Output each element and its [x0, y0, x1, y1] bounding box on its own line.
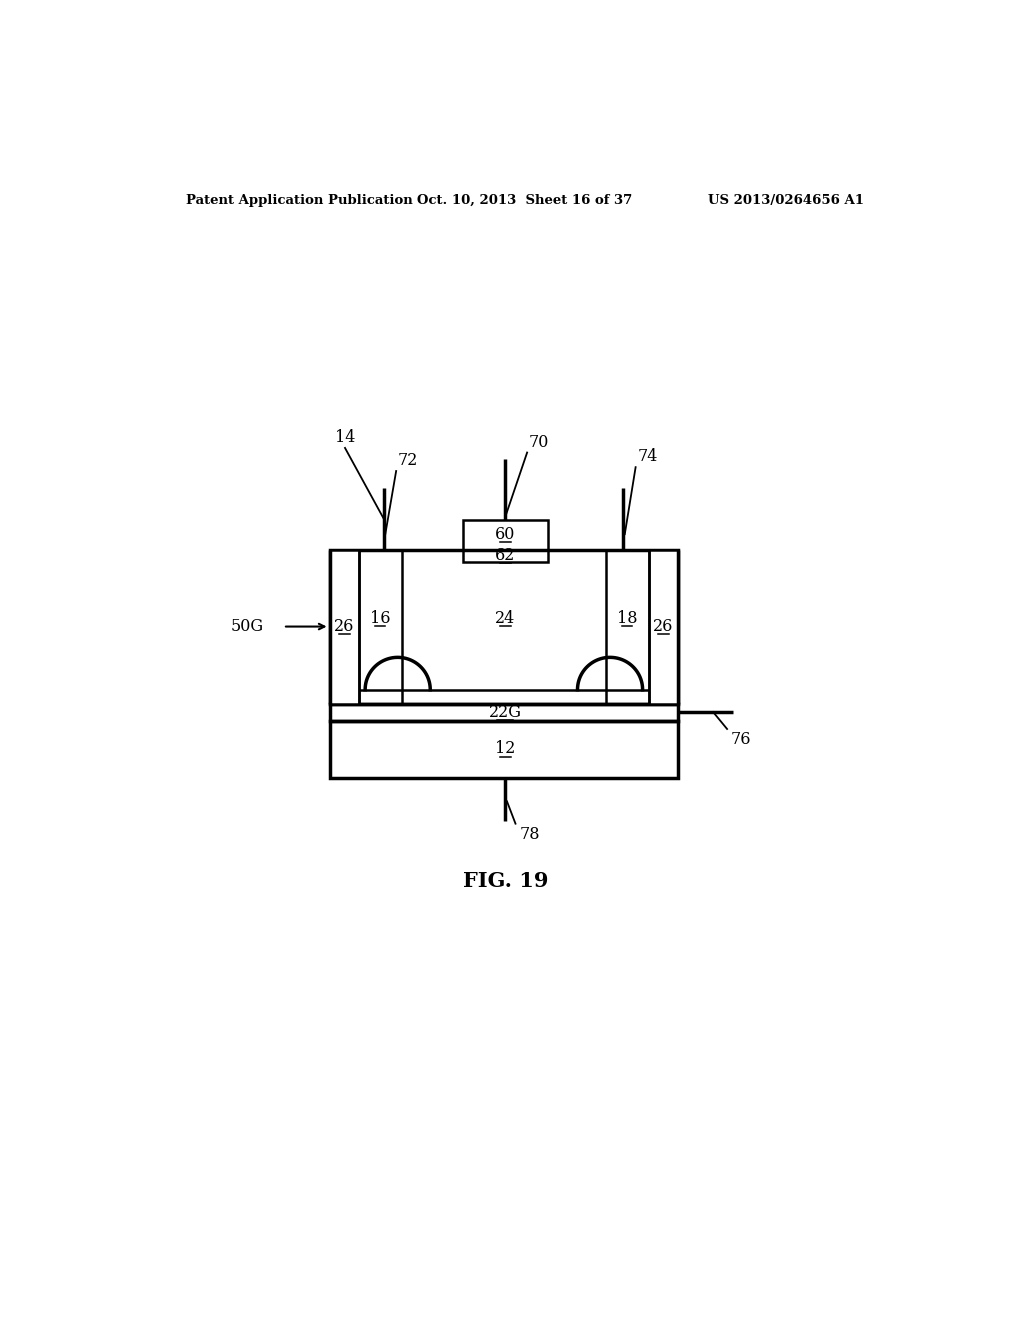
Text: 72: 72	[397, 451, 418, 469]
Text: 22G: 22G	[488, 704, 522, 721]
Text: 78: 78	[519, 826, 540, 843]
Text: FIG. 19: FIG. 19	[463, 871, 548, 891]
Text: 12: 12	[496, 741, 516, 758]
Text: 26: 26	[653, 618, 674, 635]
Text: 16: 16	[370, 610, 390, 627]
Bar	[330, 549, 359, 704]
Text: 60: 60	[496, 527, 516, 544]
Text: 24: 24	[496, 610, 515, 627]
Text: 26: 26	[334, 618, 354, 635]
Bar	[330, 549, 678, 704]
Text: 50G: 50G	[230, 618, 263, 635]
Bar	[463, 520, 548, 549]
Bar	[359, 549, 401, 704]
Bar	[330, 721, 678, 779]
Text: 18: 18	[616, 610, 637, 627]
Bar	[649, 549, 678, 704]
Text: 70: 70	[528, 434, 549, 451]
Text: 76: 76	[731, 731, 752, 748]
Text: 14: 14	[335, 429, 355, 446]
Bar	[463, 549, 548, 562]
Bar	[330, 704, 678, 721]
Text: 74: 74	[637, 447, 657, 465]
Text: Patent Application Publication: Patent Application Publication	[186, 194, 413, 207]
Text: Oct. 10, 2013  Sheet 16 of 37: Oct. 10, 2013 Sheet 16 of 37	[417, 194, 633, 207]
Text: 62: 62	[496, 548, 516, 564]
Text: US 2013/0264656 A1: US 2013/0264656 A1	[709, 194, 864, 207]
Bar	[606, 549, 649, 704]
